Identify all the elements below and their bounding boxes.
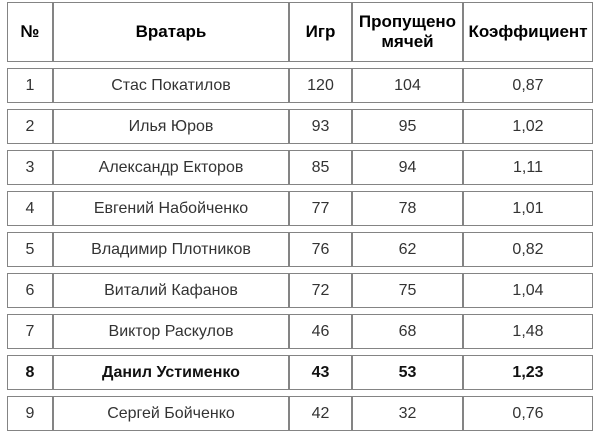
table-row: 7 Виктор Раскулов 46 68 1,48 (7, 314, 593, 349)
table-cell: 68 (352, 314, 463, 349)
table-row: 1 Стас Покатилов 120 104 0,87 (7, 68, 593, 103)
table-row: 9 Сергей Бойченко 42 32 0,76 (7, 396, 593, 431)
column-header-conceded: Пропущено мячей (352, 2, 463, 62)
column-header-games: Игр (289, 2, 352, 62)
table-cell: 5 (7, 232, 53, 267)
table-cell: Сергей Бойченко (53, 396, 289, 431)
table-cell: 1,02 (463, 109, 593, 144)
table-cell: 2 (7, 109, 53, 144)
table-row: 2 Илья Юров 93 95 1,02 (7, 109, 593, 144)
table-row: 6 Виталий Кафанов 72 75 1,04 (7, 273, 593, 308)
table-cell: 32 (352, 396, 463, 431)
table-cell: 76 (289, 232, 352, 267)
table-cell: Владимир Плотников (53, 232, 289, 267)
table-row: 5 Владимир Плотников 76 62 0,82 (7, 232, 593, 267)
table-cell: Виталий Кафанов (53, 273, 289, 308)
table-row: 3 Александр Екторов 85 94 1,11 (7, 150, 593, 185)
table-cell: 0,76 (463, 396, 593, 431)
header-row: № Вратарь Игр Пропущено мячей Коэффициен… (7, 2, 593, 62)
table-cell: 0,82 (463, 232, 593, 267)
table-cell: 46 (289, 314, 352, 349)
table-cell: 6 (7, 273, 53, 308)
table-cell: 1,23 (463, 355, 593, 390)
table-cell: 1,48 (463, 314, 593, 349)
table-cell: 78 (352, 191, 463, 226)
table-cell: Виктор Раскулов (53, 314, 289, 349)
table-cell: Данил Устименко (53, 355, 289, 390)
table-cell: 1,11 (463, 150, 593, 185)
table-cell: 77 (289, 191, 352, 226)
table-cell: 1 (7, 68, 53, 103)
table-cell: 1,04 (463, 273, 593, 308)
column-header-goalkeeper: Вратарь (53, 2, 289, 62)
table-cell: 104 (352, 68, 463, 103)
table-cell: 43 (289, 355, 352, 390)
table-cell: 75 (352, 273, 463, 308)
column-header-number: № (7, 2, 53, 62)
column-header-coefficient: Коэффициент (463, 2, 593, 62)
table-body: 1 Стас Покатилов 120 104 0,87 2 Илья Юров 93 95 1… (7, 68, 593, 431)
table-cell: 9 (7, 396, 53, 431)
table-cell: 4 (7, 191, 53, 226)
table-cell: 0,87 (463, 68, 593, 103)
table-cell: 72 (289, 273, 352, 308)
table-cell: 85 (289, 150, 352, 185)
table-cell: 42 (289, 396, 352, 431)
table-row: 8 Данил Устименко 43 53 1,23 (7, 355, 593, 390)
table-cell: 1,01 (463, 191, 593, 226)
table-cell: 94 (352, 150, 463, 185)
table-cell: 62 (352, 232, 463, 267)
table-cell: Илья Юров (53, 109, 289, 144)
table-cell: 93 (289, 109, 352, 144)
table-cell: 3 (7, 150, 53, 185)
table-cell: 120 (289, 68, 352, 103)
table-cell: 95 (352, 109, 463, 144)
table-cell: 8 (7, 355, 53, 390)
table-cell: Стас Покатилов (53, 68, 289, 103)
table-cell: 7 (7, 314, 53, 349)
table-cell: Александр Екторов (53, 150, 289, 185)
table-cell: 53 (352, 355, 463, 390)
table-cell: Евгений Набойченко (53, 191, 289, 226)
table-row: 4 Евгений Набойченко 77 78 1,01 (7, 191, 593, 226)
goalkeepers-stats-table: № Вратарь Игр Пропущено мячей Коэффициен… (7, 0, 593, 437)
